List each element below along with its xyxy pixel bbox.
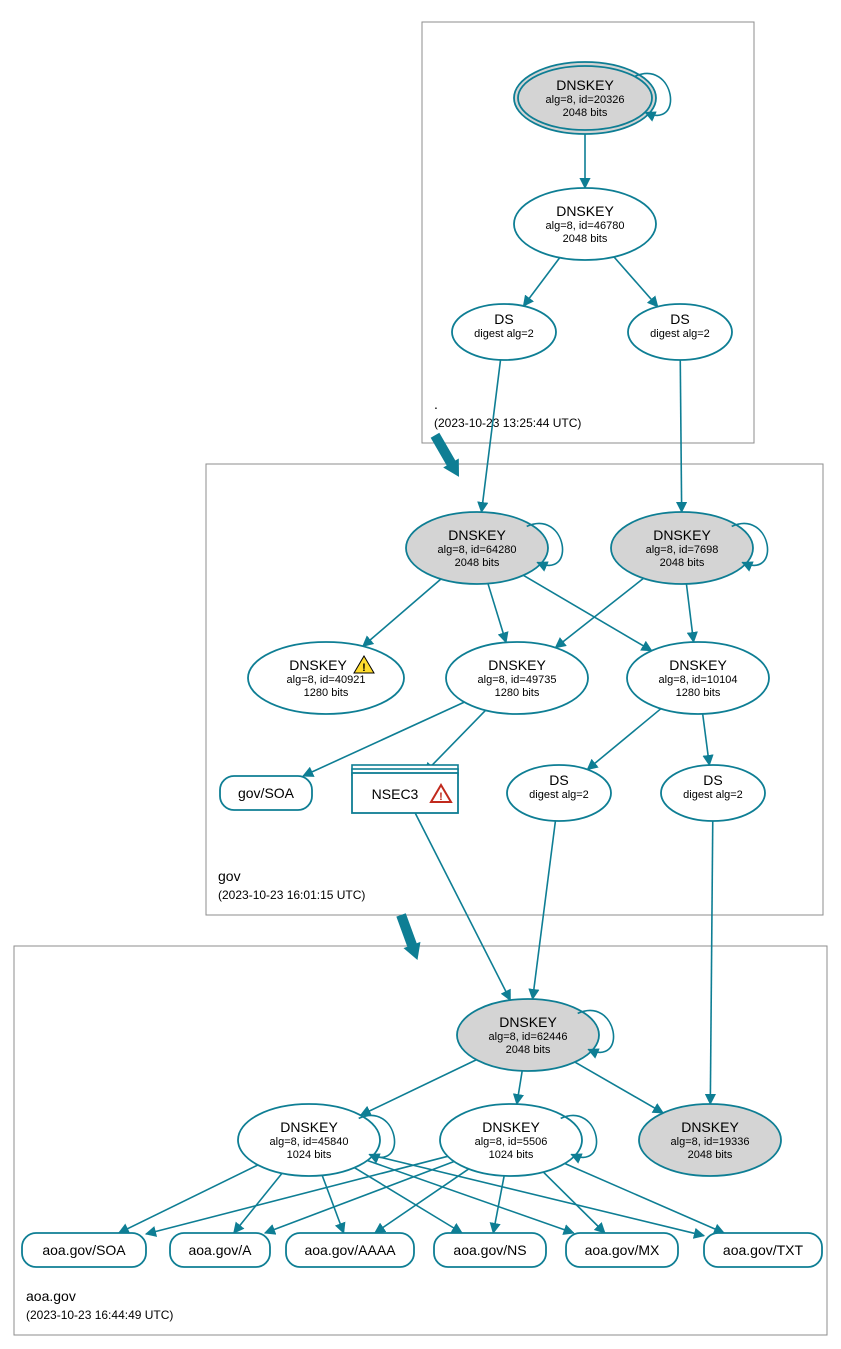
node-rr_txt: aoa.gov/TXT: [704, 1233, 822, 1267]
svg-text:aoa.gov/AAAA: aoa.gov/AAAA: [304, 1242, 396, 1258]
svg-text:digest alg=2: digest alg=2: [474, 328, 534, 340]
node-gov_ksk1: DNSKEYalg=8, id=642802048 bits: [406, 512, 563, 584]
svg-text:DNSKEY: DNSKEY: [289, 657, 347, 673]
svg-text:DS: DS: [549, 772, 568, 788]
node-root_ds1: DSdigest alg=2: [452, 304, 556, 360]
svg-text:alg=8, id=49735: alg=8, id=49735: [478, 674, 557, 686]
node-rr_ns: aoa.gov/NS: [434, 1233, 546, 1267]
svg-text:aoa.gov/SOA: aoa.gov/SOA: [42, 1242, 126, 1258]
node-root_ksk: DNSKEYalg=8, id=203262048 bits: [514, 62, 671, 134]
node-root_ds2: DSdigest alg=2: [628, 304, 732, 360]
svg-text:alg=8, id=40921: alg=8, id=40921: [287, 674, 366, 686]
node-gov_ds1: DSdigest alg=2: [507, 765, 611, 821]
svg-text:1280 bits: 1280 bits: [676, 687, 721, 699]
svg-text:(2023-10-23 16:44:49 UTC): (2023-10-23 16:44:49 UTC): [26, 1308, 173, 1322]
node-aoa_ksk: DNSKEYalg=8, id=624462048 bits: [457, 999, 614, 1071]
svg-text:DS: DS: [494, 311, 513, 327]
svg-text:digest alg=2: digest alg=2: [683, 789, 743, 801]
svg-text:alg=8, id=62446: alg=8, id=62446: [489, 1031, 568, 1043]
svg-text:(2023-10-23 16:01:15 UTC): (2023-10-23 16:01:15 UTC): [218, 888, 365, 902]
svg-text:DS: DS: [703, 772, 722, 788]
svg-text:aoa.gov/MX: aoa.gov/MX: [585, 1242, 660, 1258]
svg-text:(2023-10-23 13:25:44 UTC): (2023-10-23 13:25:44 UTC): [434, 416, 581, 430]
svg-text:DNSKEY: DNSKEY: [653, 527, 711, 543]
svg-text:2048 bits: 2048 bits: [660, 557, 705, 569]
svg-text:alg=8, id=20326: alg=8, id=20326: [546, 94, 625, 106]
zone-transition-arrow: [435, 435, 459, 477]
node-rr_aaaa: aoa.gov/AAAA: [286, 1233, 414, 1267]
node-aoa_key3: DNSKEYalg=8, id=193362048 bits: [639, 1104, 781, 1176]
svg-text:aoa.gov: aoa.gov: [26, 1288, 76, 1304]
svg-text:DNSKEY: DNSKEY: [556, 77, 614, 93]
svg-text:!: !: [439, 791, 443, 803]
node-root_zsk: DNSKEYalg=8, id=467802048 bits: [514, 188, 656, 260]
node-gov_zsk_warn: DNSKEY!alg=8, id=409211280 bits: [248, 642, 404, 714]
svg-text:digest alg=2: digest alg=2: [529, 789, 589, 801]
node-rr_mx: aoa.gov/MX: [566, 1233, 678, 1267]
svg-text:gov: gov: [218, 868, 241, 884]
svg-text:alg=8, id=10104: alg=8, id=10104: [659, 674, 738, 686]
node-aoa_zsk1: DNSKEYalg=8, id=458401024 bits: [238, 1104, 395, 1176]
svg-text:NSEC3: NSEC3: [372, 786, 419, 802]
svg-text:2048 bits: 2048 bits: [506, 1044, 551, 1056]
node-gov_zsk3: DNSKEYalg=8, id=101041280 bits: [627, 642, 769, 714]
svg-text:DNSKEY: DNSKEY: [669, 657, 727, 673]
svg-text:alg=8, id=5506: alg=8, id=5506: [475, 1136, 548, 1148]
svg-text:DNSKEY: DNSKEY: [681, 1119, 739, 1135]
svg-text:1024 bits: 1024 bits: [287, 1149, 332, 1161]
svg-text:DS: DS: [670, 311, 689, 327]
svg-text:DNSKEY: DNSKEY: [556, 203, 614, 219]
svg-text:2048 bits: 2048 bits: [455, 557, 500, 569]
svg-text:alg=8, id=45840: alg=8, id=45840: [270, 1136, 349, 1148]
svg-text:DNSKEY: DNSKEY: [482, 1119, 540, 1135]
node-rr_soa: aoa.gov/SOA: [22, 1233, 146, 1267]
node-gov_ksk2: DNSKEYalg=8, id=76982048 bits: [611, 512, 768, 584]
svg-text:2048 bits: 2048 bits: [563, 233, 608, 245]
node-gov_zsk2: DNSKEYalg=8, id=497351280 bits: [446, 642, 588, 714]
svg-text:alg=8, id=7698: alg=8, id=7698: [646, 544, 719, 556]
svg-text:DNSKEY: DNSKEY: [448, 527, 506, 543]
svg-text:DNSKEY: DNSKEY: [499, 1014, 557, 1030]
svg-text:alg=8, id=46780: alg=8, id=46780: [546, 220, 625, 232]
dnssec-diagram: . (2023-10-23 13:25:44 UTC) gov (2023-10-23…: [0, 0, 841, 1349]
svg-text:.: .: [434, 396, 438, 412]
svg-text:2048 bits: 2048 bits: [563, 107, 608, 119]
svg-text:alg=8, id=64280: alg=8, id=64280: [438, 544, 517, 556]
zone-transition-arrow: [401, 915, 420, 960]
svg-text:gov/SOA: gov/SOA: [238, 785, 295, 801]
svg-text:aoa.gov/NS: aoa.gov/NS: [453, 1242, 526, 1258]
node-aoa_zsk2: DNSKEYalg=8, id=55061024 bits: [440, 1104, 597, 1176]
svg-text:1280 bits: 1280 bits: [304, 687, 349, 699]
svg-text:DNSKEY: DNSKEY: [280, 1119, 338, 1135]
svg-text:aoa.gov/TXT: aoa.gov/TXT: [723, 1242, 804, 1258]
svg-text:!: !: [362, 662, 366, 674]
svg-text:alg=8, id=19336: alg=8, id=19336: [671, 1136, 750, 1148]
svg-text:1280 bits: 1280 bits: [495, 687, 540, 699]
node-gov_soa: gov/SOA: [220, 776, 312, 810]
svg-text:DNSKEY: DNSKEY: [488, 657, 546, 673]
svg-text:2048 bits: 2048 bits: [688, 1149, 733, 1161]
svg-text:1024 bits: 1024 bits: [489, 1149, 534, 1161]
node-rr_a: aoa.gov/A: [170, 1233, 270, 1267]
node-gov_nsec3: NSEC3!: [352, 765, 458, 813]
svg-text:aoa.gov/A: aoa.gov/A: [188, 1242, 252, 1258]
node-gov_ds2: DSdigest alg=2: [661, 765, 765, 821]
svg-text:digest alg=2: digest alg=2: [650, 328, 710, 340]
